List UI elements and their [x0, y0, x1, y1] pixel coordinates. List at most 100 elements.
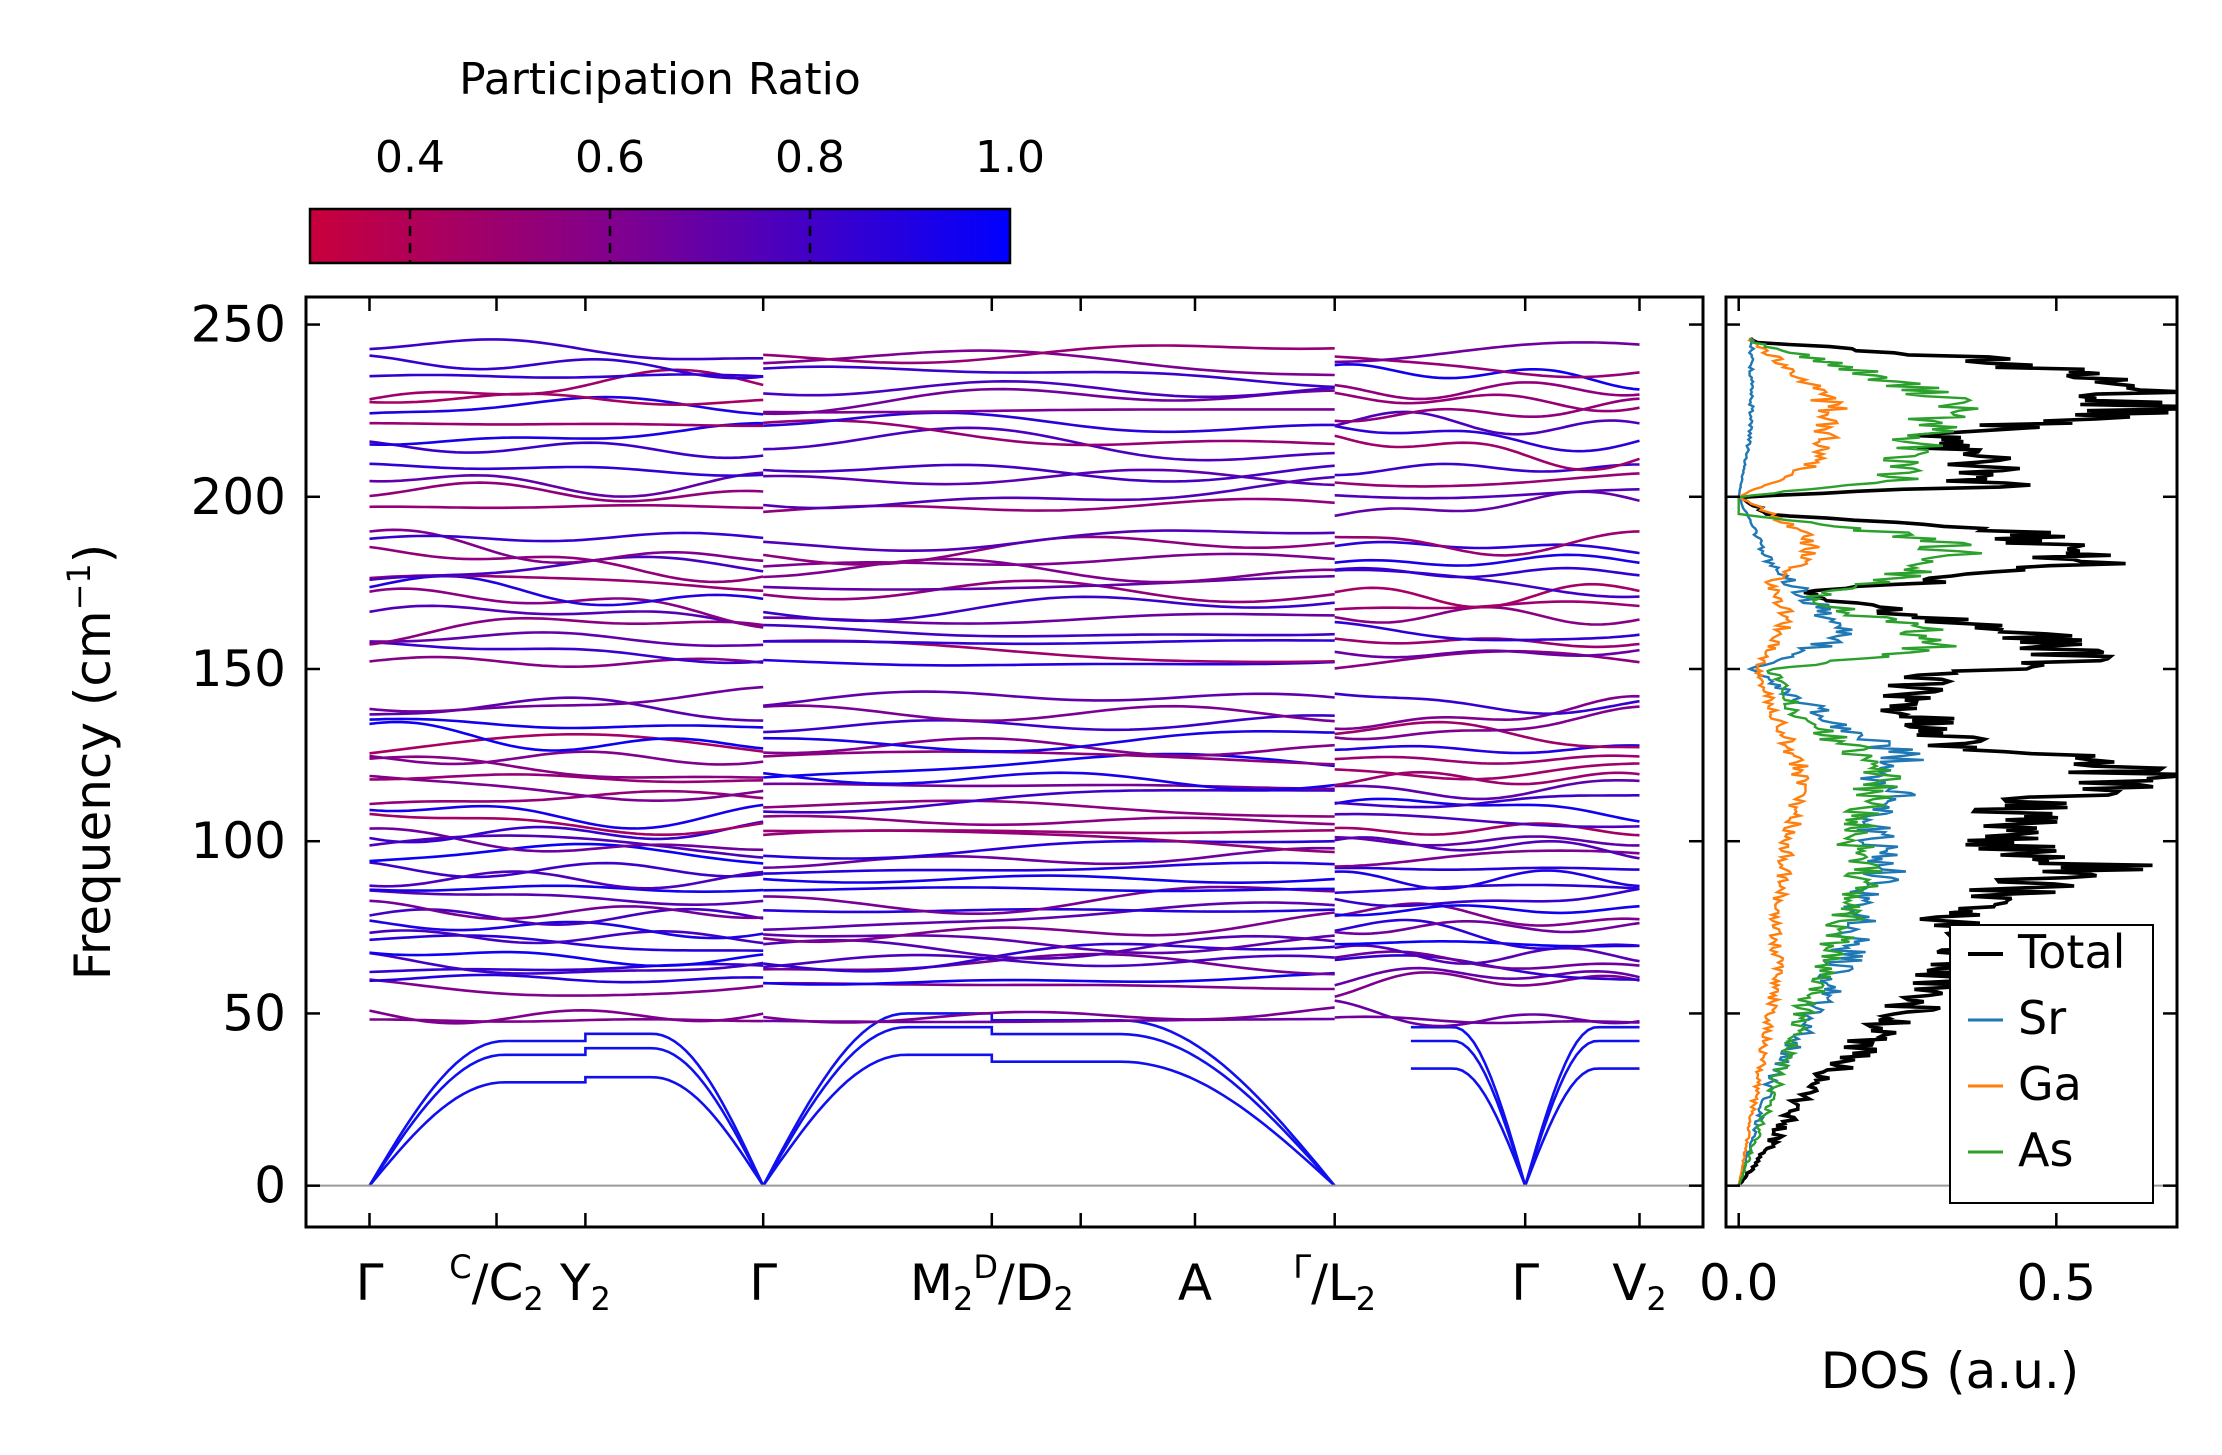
optical-branch — [1334, 605, 1640, 626]
band-x-ticks: Γ C/C2 Y2 Γ M2D/D2 A Γ/L2 Γ V2 — [356, 297, 1667, 1318]
optical-branch — [1334, 540, 1640, 555]
optical-branch — [369, 528, 764, 564]
optical-branch — [1334, 836, 1640, 860]
optical-branch — [369, 631, 764, 648]
colorbar-title: Participation Ratio — [459, 54, 861, 105]
optical-branch — [1334, 869, 1640, 891]
y-axis-label-end: ) — [64, 544, 122, 564]
optical-branch — [369, 978, 764, 997]
optical-branch — [763, 971, 1335, 986]
optical-branch — [1334, 410, 1640, 436]
optical-branch — [369, 812, 764, 836]
colorbar: Participation Ratio 0.4 0.6 0.8 1.0 — [308, 54, 1045, 265]
optical-branch — [1334, 950, 1640, 970]
optical-branch — [369, 717, 764, 730]
optical-branch — [763, 529, 1335, 552]
dos-series-as — [1737, 338, 1983, 1187]
acoustic-branch — [368, 1046, 765, 1187]
optical-branch — [1334, 920, 1640, 936]
acoustic-branch — [368, 1075, 765, 1187]
x-label-sub: 2 — [953, 1280, 973, 1318]
x-label-pre: Γ — [1293, 1248, 1311, 1286]
x-label-sub2: 2 — [1053, 1280, 1073, 1318]
dos-series-ga — [1737, 337, 1848, 1186]
optical-branch — [369, 733, 764, 755]
optical-branch — [369, 368, 764, 401]
legend-label-ga: Ga — [2018, 1057, 2082, 1111]
x-label-main: M — [910, 1254, 953, 1312]
optical-branch — [369, 773, 764, 784]
optical-branch — [1334, 568, 1640, 599]
optical-branch — [369, 641, 764, 665]
x-label-slash2: / — [998, 1254, 1015, 1312]
y-tick-label: 200 — [191, 468, 286, 526]
optical-branch — [763, 952, 1335, 976]
optical-branch — [1334, 648, 1640, 659]
optical-branch — [369, 950, 764, 968]
optical-branch — [1334, 835, 1640, 847]
optical-branch — [1334, 904, 1640, 917]
optical-branch — [1334, 472, 1640, 488]
optical-branch — [369, 555, 764, 582]
optical-branch — [369, 899, 764, 921]
optical-branch — [763, 595, 1335, 623]
optical-branch — [763, 408, 1335, 414]
optical-branch — [1334, 566, 1640, 579]
optical-branch — [763, 365, 1335, 389]
optical-branch — [1334, 637, 1640, 649]
y-axis-label: Frequency (cm−1) — [60, 544, 122, 981]
dos-x-tick-label: 0.5 — [2017, 1254, 2097, 1312]
x-label-main: Γ — [749, 1254, 777, 1312]
optical-branch — [369, 870, 764, 890]
x-tick-label: Γ — [749, 1254, 777, 1312]
legend-label-sr: Sr — [2018, 991, 2066, 1045]
optical-branch — [1334, 797, 1640, 823]
x-tick-label: Γ/L2 — [1293, 1248, 1376, 1318]
optical-branch — [1334, 720, 1640, 749]
optical-branch — [369, 616, 764, 646]
optical-branch — [763, 411, 1335, 434]
x-label-sub: 2 — [523, 1280, 543, 1318]
optical-branch — [369, 789, 764, 806]
optical-branch — [369, 720, 764, 752]
optical-branch — [763, 612, 1335, 625]
optical-branch — [369, 696, 764, 722]
optical-branch — [1334, 530, 1640, 557]
optical-branch — [369, 834, 764, 859]
optical-branch — [763, 579, 1335, 604]
optical-branch — [1334, 381, 1640, 401]
acoustic-branch — [762, 1025, 1336, 1187]
optical-branch — [369, 462, 764, 478]
dos-x-tick-label: 0.0 — [1699, 1254, 1779, 1312]
optical-branch — [763, 535, 1335, 566]
optical-branch — [1334, 944, 1640, 965]
optical-branch — [763, 658, 1335, 667]
x-tick-label: Γ — [356, 1254, 384, 1312]
optical-branch — [763, 886, 1335, 893]
optical-branch — [369, 685, 764, 713]
x-label-main2: D — [1015, 1254, 1054, 1312]
optical-branch — [369, 354, 764, 380]
optical-branch — [369, 755, 764, 779]
optical-branch — [763, 953, 1335, 969]
optical-branch — [1334, 582, 1640, 609]
x-label-main: L — [1328, 1254, 1356, 1312]
optical-branch — [1334, 849, 1640, 868]
acoustic-branch — [1410, 1025, 1527, 1187]
optical-branch — [763, 789, 1335, 814]
x-label-main: A — [1178, 1254, 1212, 1312]
optical-branch — [369, 421, 764, 446]
optical-branch — [763, 861, 1335, 875]
optical-branch — [1334, 553, 1640, 567]
optical-branch — [763, 874, 1335, 884]
optical-branch — [369, 889, 764, 906]
optical-branch — [1334, 762, 1640, 781]
x-label-main: Y — [559, 1254, 591, 1312]
optical-branch — [763, 942, 1335, 973]
optical-branch — [1334, 966, 1640, 987]
optical-branch — [369, 973, 764, 984]
dos-frame — [1724, 295, 2179, 1229]
optical-branch — [763, 814, 1335, 827]
optical-branch — [763, 475, 1335, 510]
